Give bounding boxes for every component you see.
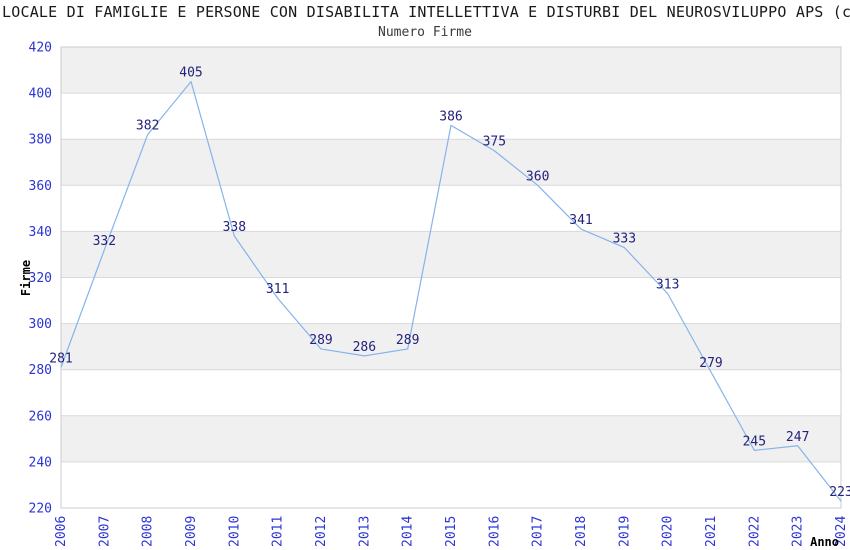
x-tick-label: 2020 [661,516,676,547]
y-tick-label: 400 [29,87,52,102]
y-tick-label: 320 [29,271,52,286]
x-tick-label: 2009 [184,516,199,547]
y-tick-label: 280 [29,363,52,378]
x-tick-label: 2011 [271,516,286,547]
data-point-label: 338 [223,220,246,235]
x-tick-label: 2023 [791,516,806,547]
x-tick-label: 2017 [531,516,546,547]
data-point-label: 247 [786,430,809,445]
y-tick-label: 420 [29,41,52,56]
x-tick-label: 2022 [747,516,762,547]
data-point-label: 311 [266,282,289,297]
data-point-label: 332 [93,234,116,249]
data-point-label: 405 [179,66,202,81]
x-tick-label: 2013 [357,516,372,547]
chart-title: LOCALE DI FAMIGLIE E PERSONE CON DISABIL… [2,3,850,21]
plot-band [61,231,841,278]
data-point-label: 360 [526,169,549,184]
chart-subtitle: Numero Firme [378,25,472,40]
x-axis-title: Anno [810,535,839,549]
data-point-label: 281 [49,351,72,366]
x-tick-label: 2015 [444,516,459,547]
data-point-label: 286 [353,340,376,355]
x-tick-label: 2018 [574,516,589,547]
plot-band [61,323,841,370]
data-point-label: 313 [656,278,679,293]
plot-band [61,47,841,94]
y-tick-label: 360 [29,179,52,194]
data-point-label: 382 [136,119,159,134]
data-point-label: 386 [439,109,462,124]
y-tick-label: 240 [29,455,52,470]
y-tick-label: 300 [29,317,52,332]
data-point-label: 289 [396,333,419,348]
plot-band [61,139,841,186]
y-tick-label: 340 [29,225,52,240]
data-point-label: 341 [569,213,592,228]
x-tick-label: 2019 [617,516,632,547]
x-tick-label: 2014 [401,516,416,547]
y-tick-label: 380 [29,133,52,148]
data-point-label: 279 [699,356,722,371]
y-axis-title: Firme [19,260,33,296]
x-tick-label: 2010 [227,516,242,547]
x-tick-label: 2016 [487,516,502,547]
x-tick-label: 2021 [704,516,719,547]
data-point-label: 289 [309,333,332,348]
plot-band [61,415,841,462]
y-tick-label: 260 [29,409,52,424]
x-tick-label: 2012 [314,516,329,547]
data-point-label: 223 [829,485,850,500]
data-point-label: 245 [743,434,766,449]
x-tick-label: 2008 [141,516,156,547]
data-point-label: 375 [483,135,506,150]
data-point-label: 333 [613,232,636,247]
plot-border [60,46,842,509]
data-line [60,80,842,502]
x-tick-label: 2006 [54,516,69,547]
y-tick-label: 220 [29,502,52,517]
x-tick-label: 2007 [97,516,112,547]
x-tick-label: 2024 [834,516,849,547]
